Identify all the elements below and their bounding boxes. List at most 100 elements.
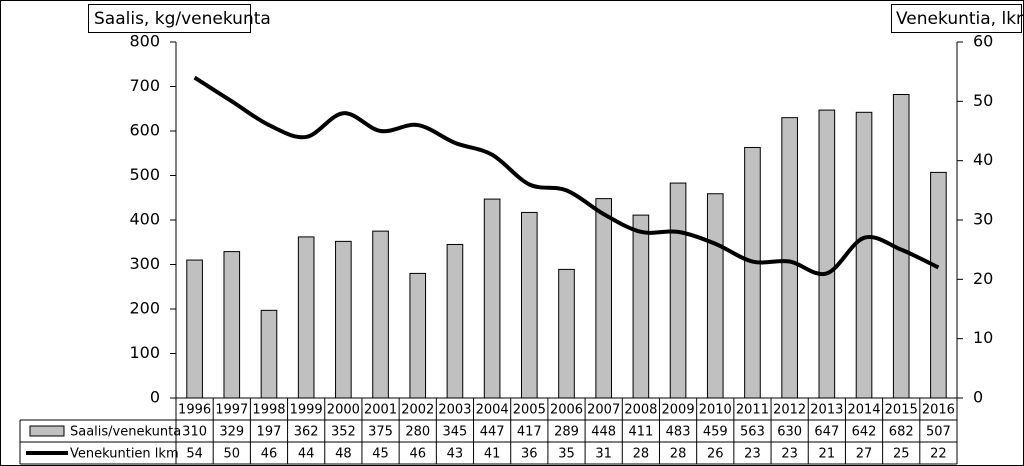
table-value: 21 (819, 447, 836, 462)
table-value: 289 (554, 425, 579, 440)
y-tick-label: 700 (129, 76, 160, 95)
y2-tick-label: 10 (973, 328, 993, 347)
bar (632, 214, 650, 399)
table-value: 642 (852, 425, 877, 440)
table-value: 44 (298, 447, 315, 462)
bar (595, 198, 613, 399)
table-value: 417 (517, 425, 542, 440)
x-tick-label: 2013 (810, 403, 843, 418)
x-tick-label: 2009 (662, 403, 695, 418)
table-value: 46 (409, 447, 426, 462)
y-tick-label: 100 (129, 343, 160, 362)
table-value: 27 (856, 447, 873, 462)
y-tick-label: 0 (150, 388, 160, 407)
bar (372, 230, 389, 399)
x-tick-label: 2005 (513, 403, 546, 418)
table-value: 563 (740, 425, 765, 440)
y2-tick-label: 40 (973, 150, 993, 169)
x-tick-label: 2015 (885, 403, 918, 418)
bar (744, 146, 761, 399)
table-value: 25 (893, 447, 910, 462)
table-value: 48 (335, 447, 352, 462)
x-tick-label: 2014 (847, 403, 880, 418)
table-value: 43 (447, 447, 464, 462)
table-value: 630 (777, 425, 802, 440)
table-value: 352 (331, 425, 356, 440)
bar (297, 236, 315, 399)
table-value: 411 (628, 425, 653, 440)
bar (781, 117, 798, 399)
table-value: 46 (261, 447, 278, 462)
y-tick-label: 500 (129, 165, 160, 184)
x-tick-label: 1997 (215, 403, 248, 418)
x-tick-label: 2011 (736, 403, 769, 418)
y2-tick-label: 30 (973, 210, 993, 229)
y-tick-label: 600 (129, 121, 160, 140)
table-value: 197 (257, 425, 282, 440)
table-value: 447 (480, 425, 505, 440)
x-tick-label: 2002 (401, 403, 434, 418)
legend-swatch (29, 425, 65, 437)
y2-label-box (891, 4, 1022, 33)
x-tick-label: 2007 (587, 403, 620, 418)
table-value: 647 (814, 425, 839, 440)
x-tick-label: 2012 (773, 403, 806, 418)
x-tick-label: 2010 (699, 403, 732, 418)
table-value: 682 (889, 425, 914, 440)
bar (186, 259, 203, 399)
x-tick-label: 2006 (550, 403, 583, 418)
x-tick-label: 2000 (327, 403, 360, 418)
table-value: 36 (521, 447, 538, 462)
bar (446, 243, 464, 399)
table-value: 329 (219, 425, 244, 440)
bar (260, 309, 278, 399)
y-axis-label: Saalis, kg/venekunta (94, 9, 271, 29)
x-tick-label: 2004 (476, 403, 509, 418)
table-value: 28 (633, 447, 650, 462)
y2-axis-label: Venekuntia, lkm (896, 9, 1024, 29)
table-value: 28 (670, 447, 687, 462)
table-value: 459 (703, 425, 728, 440)
table-value: 41 (484, 447, 501, 462)
bar (669, 182, 687, 399)
y-tick-label: 200 (129, 299, 160, 318)
table-value: 507 (926, 425, 951, 440)
x-tick-label: 2016 (922, 403, 955, 418)
y-label-box (88, 4, 251, 33)
x-tick-label: 1998 (252, 403, 285, 418)
table-value: 23 (781, 447, 798, 462)
x-tick-label: 2003 (438, 403, 471, 418)
bar (558, 268, 575, 399)
x-tick-label: 1996 (178, 403, 211, 418)
y2-tick-label: 20 (973, 269, 993, 288)
table-value: 362 (294, 425, 319, 440)
table-value: 280 (405, 425, 430, 440)
table-value: 54 (186, 447, 203, 462)
y-tick-label: 300 (129, 254, 160, 273)
table-value: 448 (591, 425, 616, 440)
table-value: 26 (707, 447, 724, 462)
y2-tick-label: 50 (973, 91, 993, 110)
x-tick-label: 2001 (364, 403, 397, 418)
x-tick-label: 2008 (624, 403, 657, 418)
table-value: 31 (595, 447, 612, 462)
table-value: 45 (372, 447, 389, 462)
legend-label: Venekuntien lkm (70, 447, 179, 462)
table-value: 35 (558, 447, 575, 462)
y-tick-label: 800 (129, 32, 160, 51)
line (193, 75, 940, 277)
y-tick-label: 400 (129, 210, 160, 229)
table-value: 345 (443, 425, 468, 440)
bar (483, 198, 501, 399)
y2-tick-label: 0 (973, 388, 983, 407)
bar (706, 193, 724, 399)
table-value: 50 (224, 447, 241, 462)
y2-tick-label: 60 (973, 32, 993, 51)
table-value: 310 (182, 425, 207, 440)
table-value: 375 (368, 425, 393, 440)
table-value: 23 (744, 447, 761, 462)
table-value: 483 (666, 425, 691, 440)
bar (520, 211, 538, 399)
